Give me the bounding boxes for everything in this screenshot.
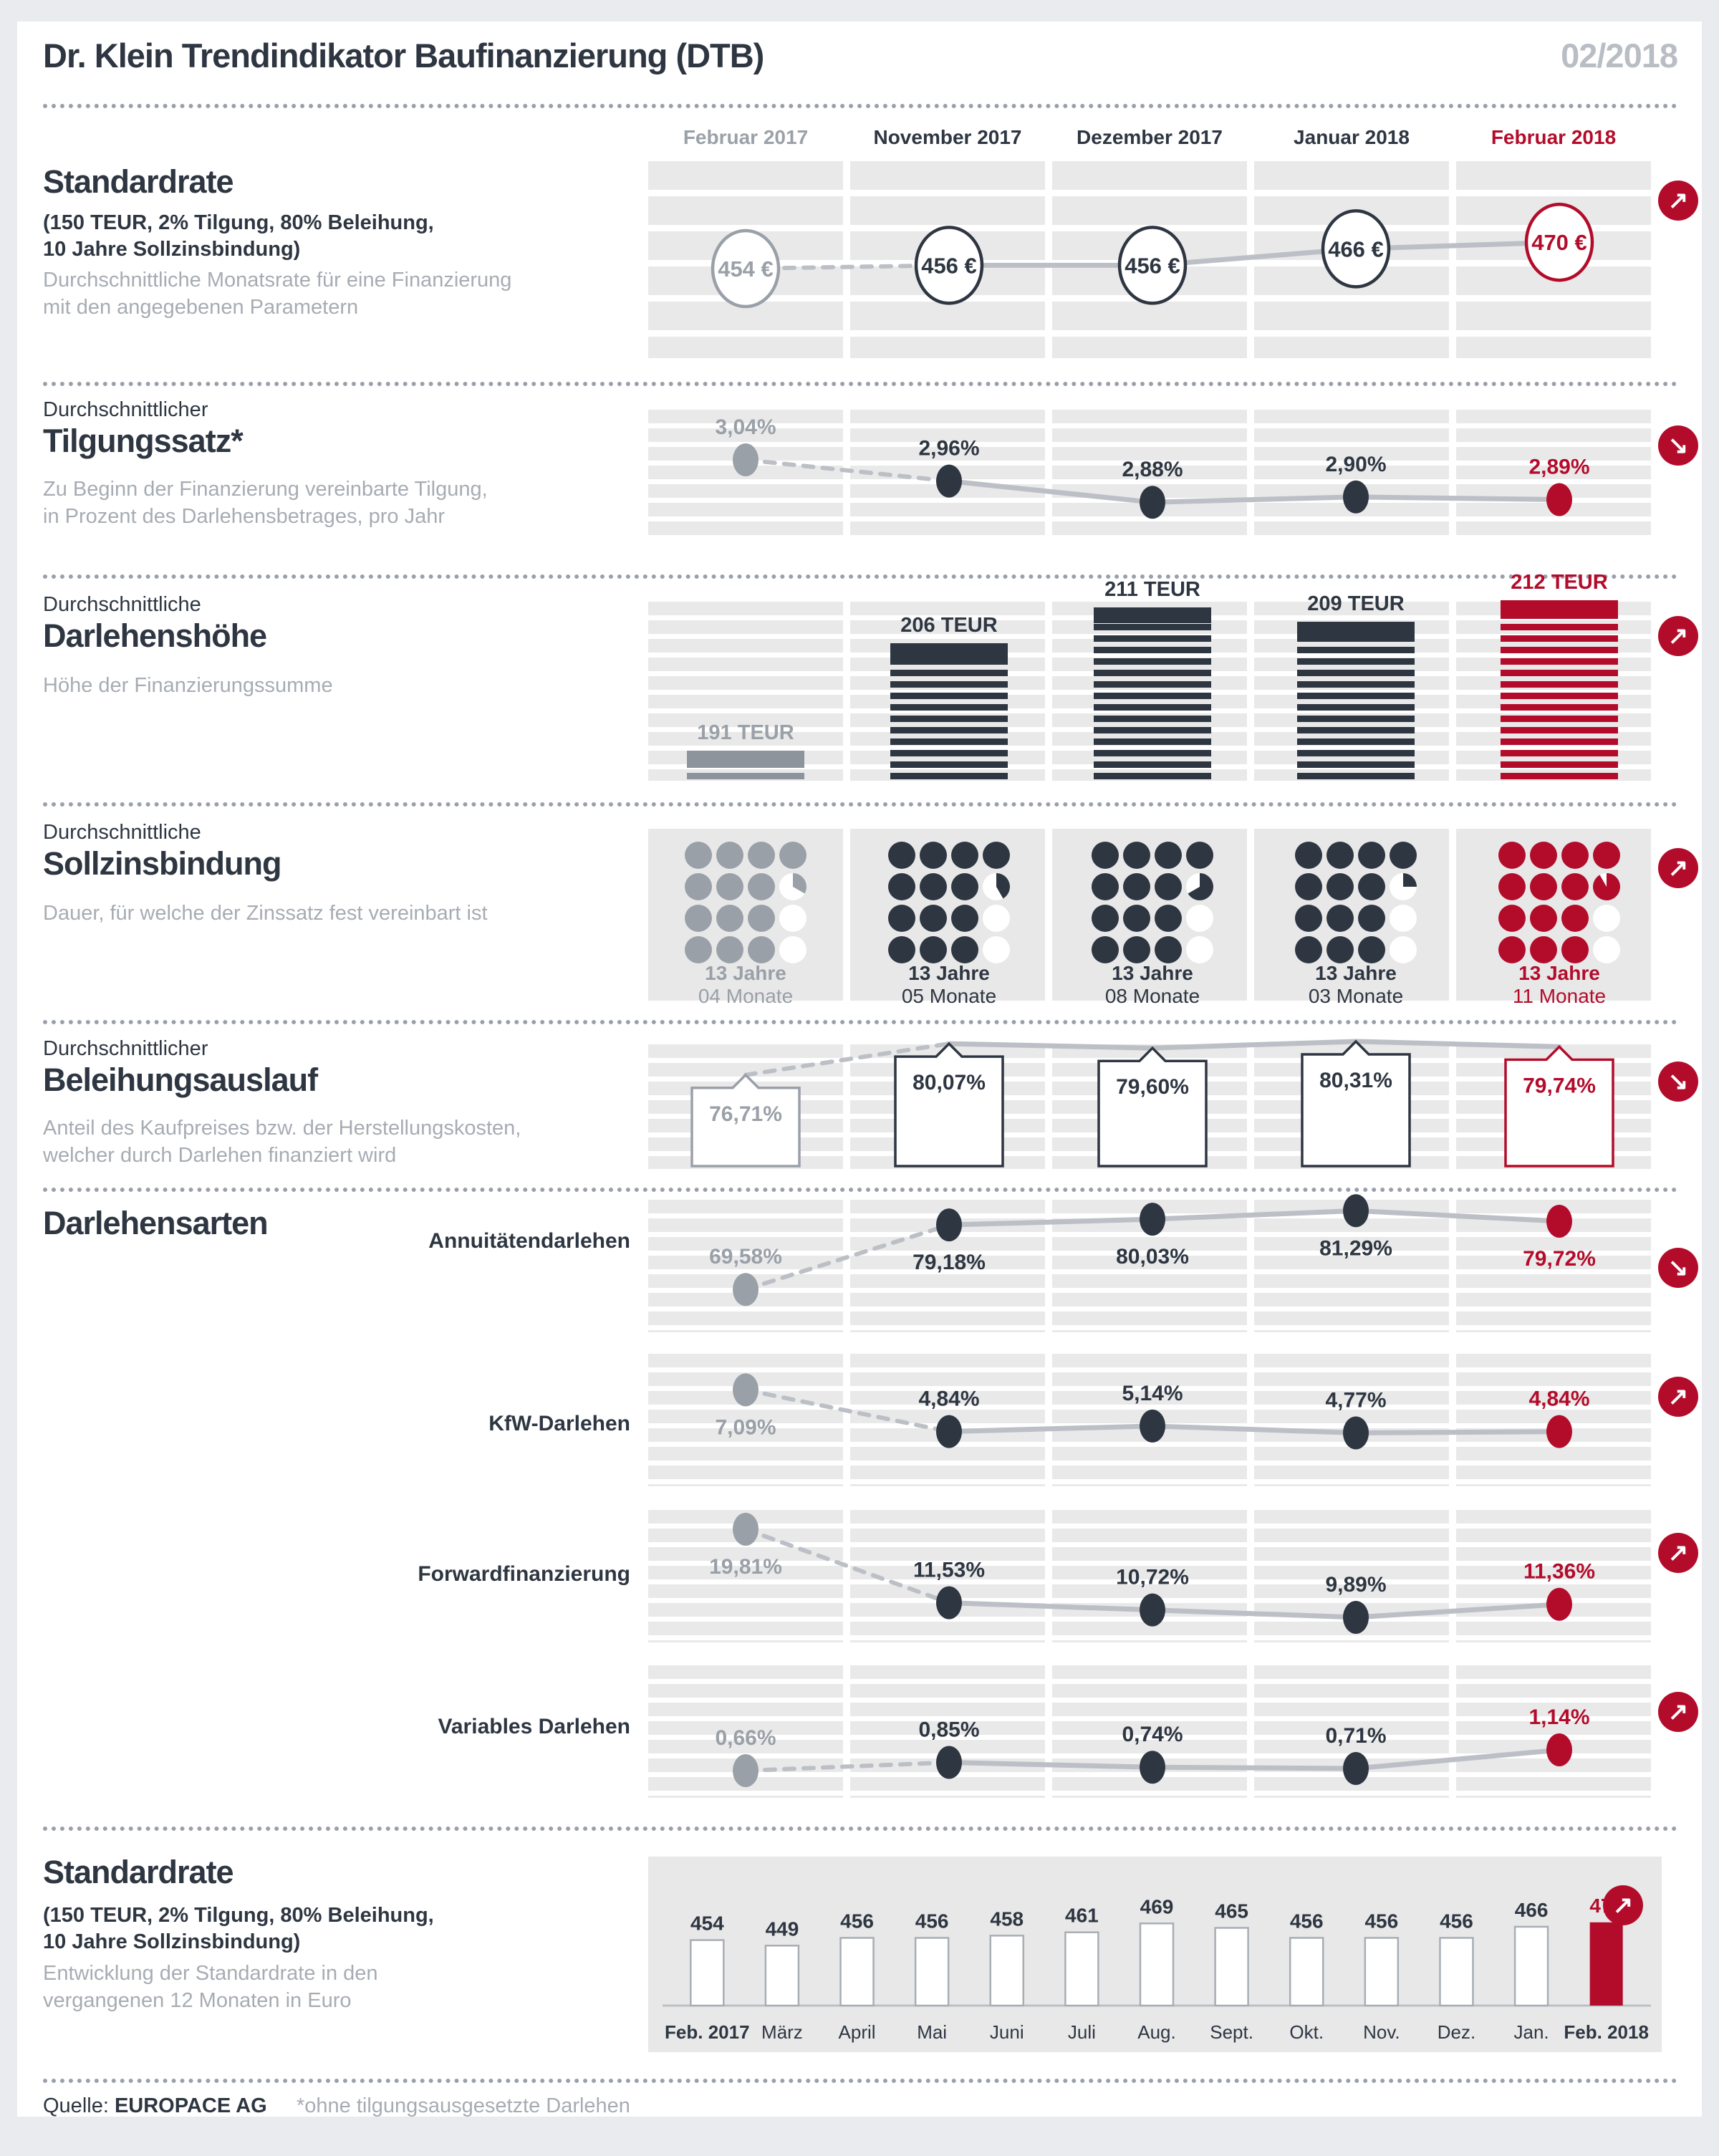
footnote: *ohne tilgungsausgesetzte Darlehen bbox=[297, 2094, 630, 2117]
variables-trend-up-arrow-icon: ↗ bbox=[1658, 1692, 1698, 1732]
kfw-panel-col3 bbox=[1254, 1354, 1449, 1486]
forward-panel-col3 bbox=[1254, 1510, 1449, 1642]
sollzinsbindung-panel-col1 bbox=[850, 829, 1045, 1001]
kfw-panel-col1 bbox=[850, 1354, 1045, 1486]
tilgungssatz-panel-col4 bbox=[1456, 410, 1651, 537]
sollzinsbindung-desc: Dauer, für welche der Zinssatz fest vere… bbox=[43, 902, 488, 925]
tilgungssatz-panel-col3 bbox=[1254, 410, 1449, 537]
kfw-panel-col4 bbox=[1456, 1354, 1651, 1486]
divider bbox=[43, 802, 1677, 807]
sollzinsbindung-panel-col4 bbox=[1456, 829, 1651, 1001]
column-header-nov2017: November 2017 bbox=[873, 126, 1022, 148]
beleihungsauslauf-desc: Anteil des Kaufpreises bzw. der Herstell… bbox=[43, 1117, 521, 1167]
variables-panel-col1 bbox=[850, 1665, 1045, 1798]
sollzinsbindung-trend-up-arrow-icon: ↗ bbox=[1658, 848, 1698, 888]
divider bbox=[43, 2079, 1677, 2083]
standardrate-panel-col0 bbox=[648, 161, 843, 358]
tilgungssatz-pretitle: Durchschnittlicher bbox=[43, 398, 208, 421]
column-header-feb2018: Februar 2018 bbox=[1491, 126, 1617, 148]
darlehenshoehe-panel-col3 bbox=[1254, 602, 1449, 781]
row-label-kfw-darlehen: KfW-Darlehen bbox=[488, 1412, 630, 1435]
source-line: Quelle: EUROPACE AG bbox=[43, 2094, 267, 2117]
divider bbox=[43, 382, 1677, 386]
beleihungsauslauf-panel-col3 bbox=[1254, 1044, 1449, 1169]
divider bbox=[43, 1188, 1677, 1192]
section-title-darlehensarten: Darlehensarten bbox=[43, 1205, 269, 1241]
column-header-jan2018: Januar 2018 bbox=[1294, 126, 1410, 148]
beleihungsauslauf-panel-col1 bbox=[850, 1044, 1045, 1169]
section-title-darlehenshoehe: Darlehenshöhe bbox=[43, 617, 267, 654]
annuitaeten-panel-col3 bbox=[1254, 1200, 1449, 1332]
annuitaeten-panel-col1 bbox=[850, 1200, 1045, 1332]
standardrate12-desc: Entwicklung der Standardrate in den verg… bbox=[43, 1962, 378, 2012]
divider bbox=[43, 104, 1677, 108]
sollzinsbindung-pretitle: Durchschnittliche bbox=[43, 821, 201, 844]
beleihungsauslauf-pretitle: Durchschnittlicher bbox=[43, 1037, 208, 1060]
darlehenshoehe-desc: Höhe der Finanzierungssumme bbox=[43, 674, 333, 697]
standardrate-panel-col1 bbox=[850, 161, 1045, 358]
darlehenshoehe-panel-col1 bbox=[850, 602, 1045, 781]
issue-label: 02/2018 bbox=[1561, 37, 1678, 74]
beleihungsauslauf-trend-down-arrow-icon: ↘ bbox=[1658, 1062, 1698, 1102]
column-header-feb2017: Februar 2017 bbox=[683, 126, 809, 148]
section-title-standardrate12: Standardrate bbox=[43, 1854, 234, 1890]
sollzinsbindung-panel-col0 bbox=[648, 829, 843, 1001]
kfw-panel-col2 bbox=[1052, 1354, 1247, 1486]
standardrate-panel-col2 bbox=[1052, 161, 1247, 358]
beleihungsauslauf-panel-col0 bbox=[648, 1044, 843, 1169]
forward-panel-col0 bbox=[648, 1510, 843, 1642]
sollzinsbindung-panel-col3 bbox=[1254, 829, 1449, 1001]
standardrate12-trend-up-arrow-icon: ↗ bbox=[1603, 1885, 1643, 1925]
tilgungssatz-desc: Zu Beginn der Finanzierung vereinbarte T… bbox=[43, 478, 488, 528]
tilgungssatz-panel-col2 bbox=[1052, 410, 1247, 537]
beleihungsauslauf-panel-col2 bbox=[1052, 1044, 1247, 1169]
forward-panel-col2 bbox=[1052, 1510, 1247, 1642]
section-title-standardrate: Standardrate bbox=[43, 163, 234, 200]
darlehenshoehe-pretitle: Durchschnittliche bbox=[43, 593, 201, 616]
variables-panel-col4 bbox=[1456, 1665, 1651, 1798]
kfw-panel-col0 bbox=[648, 1354, 843, 1486]
standardrate12-note: (150 TEUR, 2% Tilgung, 80% Beleihung, 10… bbox=[43, 1904, 434, 1953]
forward-panel-col4 bbox=[1456, 1510, 1651, 1642]
section-title-tilgungssatz: Tilgungssatz* bbox=[43, 423, 244, 459]
kfw-trend-up-arrow-icon: ↗ bbox=[1658, 1377, 1698, 1417]
annuitaeten-panel-col4 bbox=[1456, 1200, 1651, 1332]
divider bbox=[43, 574, 1677, 579]
tilgungssatz-panel-col0 bbox=[648, 410, 843, 537]
standardrate-desc: Durchschnittliche Monatsrate für eine Fi… bbox=[43, 269, 512, 319]
variables-panel-col3 bbox=[1254, 1665, 1449, 1798]
sollzinsbindung-panel-col2 bbox=[1052, 829, 1247, 1001]
standardrate-note: (150 TEUR, 2% Tilgung, 80% Beleihung, 10… bbox=[43, 211, 434, 261]
section-title-beleihungsauslauf: Beleihungsauslauf bbox=[43, 1062, 318, 1098]
standardrate-panel-col3 bbox=[1254, 161, 1449, 358]
forward-trend-up-arrow-icon: ↗ bbox=[1658, 1533, 1698, 1573]
darlehenshoehe-panel-col2 bbox=[1052, 602, 1247, 781]
annuitaeten-panel-col2 bbox=[1052, 1200, 1247, 1332]
row-label-annuitaetendarlehen: Annuitätendarlehen bbox=[428, 1229, 630, 1253]
section-title-sollzinsbindung: Sollzinsbindung bbox=[43, 845, 281, 882]
beleihungsauslauf-panel-col4 bbox=[1456, 1044, 1651, 1169]
darlehenshoehe-panel-col4 bbox=[1456, 602, 1651, 781]
standardrate-trend-up-arrow-icon: ↗ bbox=[1658, 181, 1698, 221]
column-header-dez2017: Dezember 2017 bbox=[1077, 126, 1223, 148]
forward-panel-col1 bbox=[850, 1510, 1045, 1642]
tilgungssatz-trend-down-arrow-icon: ↘ bbox=[1658, 425, 1698, 466]
divider bbox=[43, 1020, 1677, 1024]
tilgungssatz-panel-col1 bbox=[850, 410, 1045, 537]
standardrate12-panel bbox=[648, 1857, 1662, 2052]
annuitaeten-trend-down-arrow-icon: ↘ bbox=[1658, 1248, 1698, 1288]
darlehenshoehe-panel-col0 bbox=[648, 602, 843, 781]
variables-panel-col2 bbox=[1052, 1665, 1247, 1798]
annuitaeten-panel-col0 bbox=[648, 1200, 843, 1332]
row-label-variables-darlehen: Variables Darlehen bbox=[438, 1715, 630, 1738]
divider bbox=[43, 1827, 1677, 1831]
variables-panel-col0 bbox=[648, 1665, 843, 1798]
darlehenshoehe-trend-up-arrow-icon: ↗ bbox=[1658, 616, 1698, 656]
row-label-forwardfinanzierung: Forwardfinanzierung bbox=[418, 1562, 630, 1586]
standardrate-panel-col4 bbox=[1456, 161, 1651, 358]
page-title: Dr. Klein Trendindikator Baufinanzierung… bbox=[43, 37, 764, 74]
